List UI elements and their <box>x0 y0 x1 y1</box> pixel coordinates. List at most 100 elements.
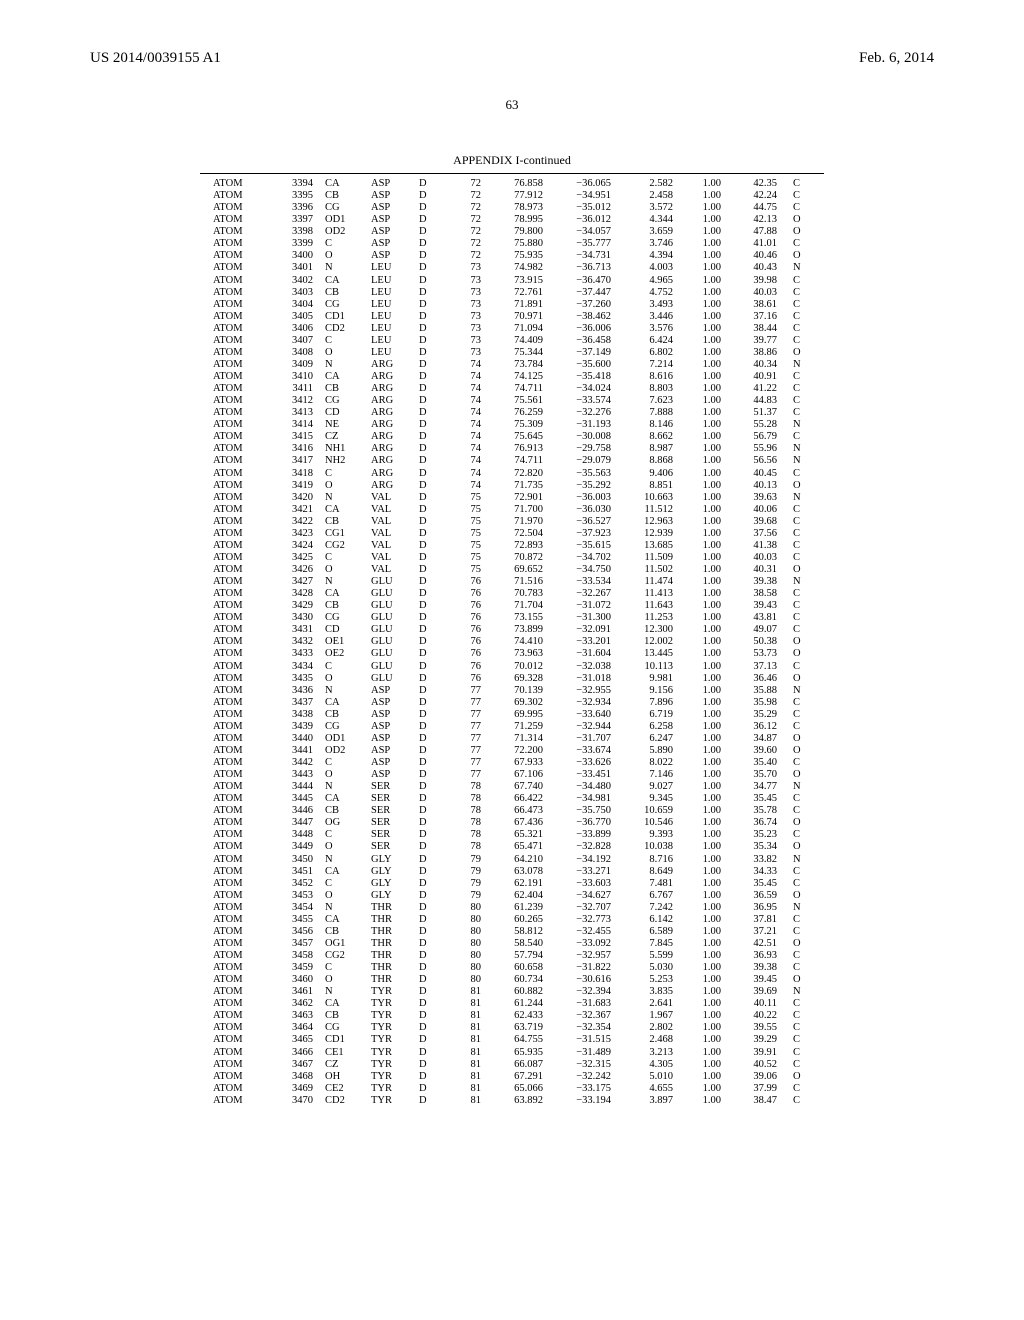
table-row: ATOM3438CBASPD7769.995−33.6406.7191.0035… <box>207 709 817 721</box>
table-cell: 1.00 <box>679 986 727 998</box>
table-cell: ATOM <box>207 468 267 480</box>
table-cell: O <box>783 938 817 950</box>
table-row: ATOM3456CBTHRD8058.812−32.4556.5891.0037… <box>207 926 817 938</box>
table-cell: 3449 <box>267 841 319 853</box>
table-cell: 79 <box>445 890 487 902</box>
table-cell: D <box>413 492 445 504</box>
page-header: US 2014/0039155 A1 Feb. 6, 2014 <box>90 50 934 67</box>
table-cell: 3445 <box>267 793 319 805</box>
table-cell: 74 <box>445 455 487 467</box>
table-cell: 1.00 <box>679 335 727 347</box>
table-cell: 73 <box>445 323 487 335</box>
table-cell: 38.58 <box>727 588 783 600</box>
table-cell: 3452 <box>267 878 319 890</box>
table-row: ATOM3414NEARGD7475.309−31.1938.1461.0055… <box>207 419 817 431</box>
table-cell: 39.45 <box>727 974 783 986</box>
table-cell: GLU <box>365 588 413 600</box>
table-cell: 7.845 <box>617 938 679 950</box>
table-cell: SER <box>365 781 413 793</box>
table-cell: C <box>783 1034 817 1046</box>
table-cell: 2.468 <box>617 1034 679 1046</box>
table-cell: CD2 <box>319 323 365 335</box>
table-cell: 69.652 <box>487 564 549 576</box>
table-cell: CZ <box>319 1059 365 1071</box>
table-cell: 78 <box>445 841 487 853</box>
table-cell: ATOM <box>207 962 267 974</box>
table-cell: 8.662 <box>617 431 679 443</box>
table-cell: 38.86 <box>727 347 783 359</box>
table-cell: 74.410 <box>487 636 549 648</box>
table-cell: C <box>319 552 365 564</box>
table-cell: ATOM <box>207 419 267 431</box>
table-cell: 7.481 <box>617 878 679 890</box>
table-cell: GLU <box>365 576 413 588</box>
table-cell: ATOM <box>207 1095 267 1107</box>
table-cell: D <box>413 1059 445 1071</box>
table-cell: C <box>783 323 817 335</box>
table-cell: 3414 <box>267 419 319 431</box>
table-row: ATOM3396CGASPD7278.973−35.0123.5721.0044… <box>207 202 817 214</box>
table-cell: 3456 <box>267 926 319 938</box>
table-cell: C <box>783 926 817 938</box>
table-cell: ATOM <box>207 323 267 335</box>
table-cell: SER <box>365 805 413 817</box>
table-row: ATOM3465CD1TYRD8164.755−31.5152.4681.003… <box>207 1034 817 1046</box>
table-row: ATOM3422CBVALD7571.970−36.52712.9631.003… <box>207 516 817 528</box>
table-cell: 3433 <box>267 648 319 660</box>
table-cell: ATOM <box>207 238 267 250</box>
table-cell: D <box>413 998 445 1010</box>
table-cell: 72 <box>445 202 487 214</box>
table-cell: 3419 <box>267 480 319 492</box>
table-cell: 1.00 <box>679 709 727 721</box>
table-cell: 65.935 <box>487 1047 549 1059</box>
table-cell: 74 <box>445 443 487 455</box>
table-cell: 74.982 <box>487 262 549 274</box>
table-cell: GLU <box>365 661 413 673</box>
table-cell: THR <box>365 914 413 926</box>
table-cell: ATOM <box>207 648 267 660</box>
table-cell: 40.43 <box>727 262 783 274</box>
table-cell: 39.91 <box>727 1047 783 1059</box>
table-cell: 75.309 <box>487 419 549 431</box>
table-cell: 3420 <box>267 492 319 504</box>
table-cell: 79 <box>445 866 487 878</box>
table-cell: 11.512 <box>617 504 679 516</box>
table-cell: ATOM <box>207 407 267 419</box>
table-cell: C <box>783 709 817 721</box>
table-cell: CA <box>319 588 365 600</box>
table-cell: 3463 <box>267 1010 319 1022</box>
table-cell: D <box>413 214 445 226</box>
table-cell: NE <box>319 419 365 431</box>
table-cell: O <box>783 733 817 745</box>
table-cell: −31.515 <box>549 1034 617 1046</box>
table-cell: 11.502 <box>617 564 679 576</box>
table-cell: 5.030 <box>617 962 679 974</box>
table-cell: 3468 <box>267 1071 319 1083</box>
table-cell: 1.00 <box>679 962 727 974</box>
table-cell: 7.888 <box>617 407 679 419</box>
table-cell: 3470 <box>267 1095 319 1107</box>
table-row: ATOM3402CALEUD7373.915−36.4704.9651.0039… <box>207 275 817 287</box>
table-cell: O <box>783 817 817 829</box>
table-cell: D <box>413 757 445 769</box>
table-cell: ASP <box>365 238 413 250</box>
table-cell: 33.82 <box>727 854 783 866</box>
table-cell: −32.315 <box>549 1059 617 1071</box>
table-cell: 9.027 <box>617 781 679 793</box>
table-cell: 40.06 <box>727 504 783 516</box>
table-cell: 2.802 <box>617 1022 679 1034</box>
table-cell: 62.404 <box>487 890 549 902</box>
table-cell: D <box>413 480 445 492</box>
table-cell: N <box>783 455 817 467</box>
table-row: ATOM3460OTHRD8060.734−30.6165.2531.0039.… <box>207 974 817 986</box>
table-cell: D <box>413 624 445 636</box>
doc-date: Feb. 6, 2014 <box>859 50 934 67</box>
table-cell: 69.328 <box>487 673 549 685</box>
table-cell: 75.935 <box>487 250 549 262</box>
table-cell: C <box>319 468 365 480</box>
table-cell: C <box>319 661 365 673</box>
table-cell: 1.00 <box>679 540 727 552</box>
table-cell: SER <box>365 829 413 841</box>
table-cell: 1.00 <box>679 1095 727 1107</box>
table-cell: 40.52 <box>727 1059 783 1071</box>
